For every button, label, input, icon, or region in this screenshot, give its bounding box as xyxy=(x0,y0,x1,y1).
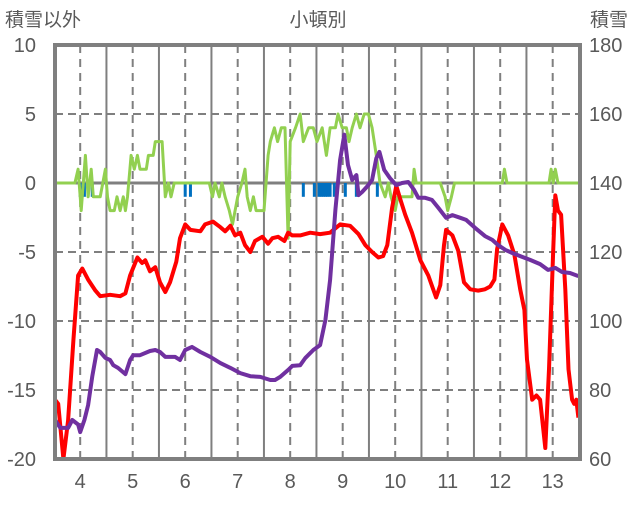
change-line xyxy=(55,112,580,240)
left-tick-label: 0 xyxy=(25,173,36,195)
precip-bars xyxy=(78,183,379,197)
x-tick-label: 8 xyxy=(285,471,296,493)
right-tick-label: 160 xyxy=(589,104,622,126)
precip-bar xyxy=(325,183,329,197)
x-tick-label: 4 xyxy=(75,471,86,493)
left-tick-label: -20 xyxy=(7,449,36,471)
right-tick-label: 140 xyxy=(589,173,622,195)
x-tick-label: 12 xyxy=(489,471,511,493)
right-tick-label: 80 xyxy=(589,380,611,402)
left-tick-label: -10 xyxy=(7,311,36,333)
right-tick-label: 180 xyxy=(589,35,622,57)
left-tick-label: -5 xyxy=(18,242,36,264)
precip-bar xyxy=(312,183,316,197)
left-axis-title: 積雪以外 xyxy=(5,9,81,31)
right-tick-label: 120 xyxy=(589,242,622,264)
chart-title: 小頓別 xyxy=(289,9,346,31)
left-tick-label: 10 xyxy=(14,35,36,57)
precip-bar xyxy=(375,183,379,197)
left-tick-label: -15 xyxy=(7,380,36,402)
precip-bar xyxy=(323,183,327,197)
precip-bar xyxy=(183,183,187,197)
left-tick-label: 5 xyxy=(25,104,36,126)
x-tick-label: 11 xyxy=(437,471,458,493)
plot-frame xyxy=(53,43,582,461)
series-lines xyxy=(53,112,581,461)
precip-bar xyxy=(332,183,336,197)
x-tick-label: 7 xyxy=(232,471,243,493)
right-tick-label: 100 xyxy=(589,311,622,333)
precip-bar xyxy=(188,183,192,197)
precip-bar xyxy=(319,183,323,197)
precip-bar xyxy=(82,183,86,197)
x-tick-label: 6 xyxy=(180,471,191,493)
x-tick-label: 9 xyxy=(337,471,348,493)
precip-bar xyxy=(321,183,325,197)
precip-bar xyxy=(301,183,305,197)
x-tick-label: 13 xyxy=(542,471,564,493)
precip-bar xyxy=(328,183,332,197)
gridlines xyxy=(55,45,580,459)
precip-bar xyxy=(317,183,321,197)
precip-bar xyxy=(343,183,347,197)
temperature-line xyxy=(53,183,581,461)
right-tick-label: 60 xyxy=(589,449,611,471)
x-tick-label: 5 xyxy=(127,471,138,493)
tick-labels: 10 5 0 -5 -10 -15 -20 180 160 140 120 100 80 60 4 5 6 7 8 9… xyxy=(7,35,622,493)
right-axis-title: 積雪 xyxy=(590,9,628,31)
snow-depth-line xyxy=(53,132,580,435)
x-tick-label: 10 xyxy=(384,471,406,493)
